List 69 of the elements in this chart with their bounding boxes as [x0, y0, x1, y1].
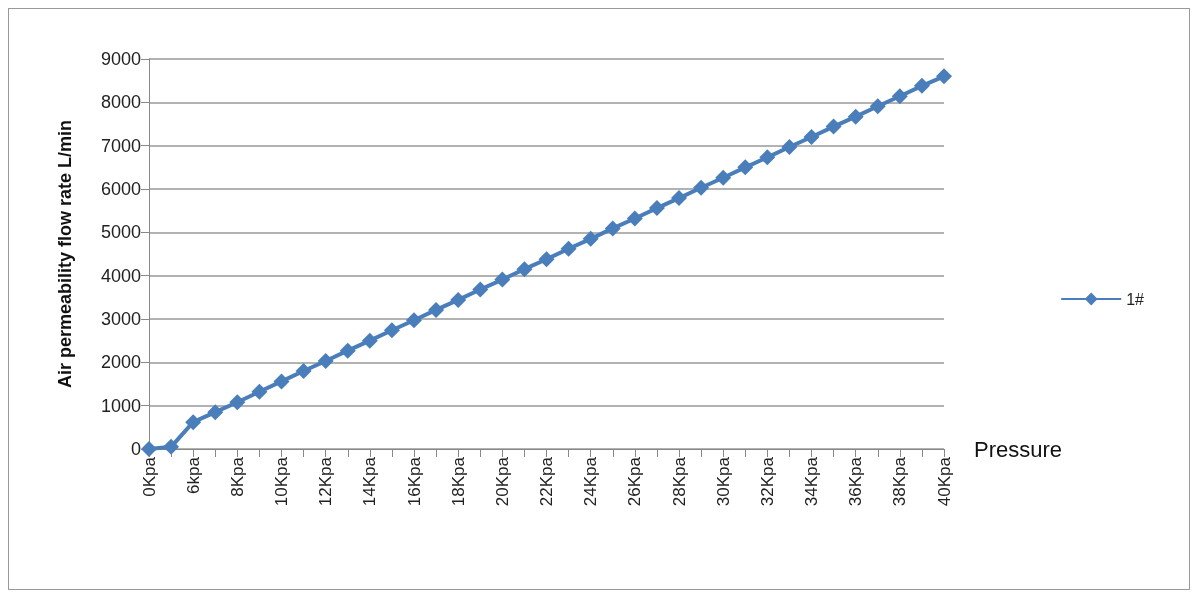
x-tick-label: 36Kpa [846, 456, 866, 507]
y-tick-label: 6000 [100, 179, 141, 199]
y-tick-label: 0 [130, 439, 141, 459]
point [604, 220, 621, 237]
point [737, 159, 754, 176]
y-tick-label: 1000 [100, 395, 141, 416]
point [648, 200, 665, 217]
x-tick-label: 32Kpa [757, 456, 777, 507]
point [185, 414, 202, 431]
x-tick-label: 14Kpa [360, 456, 380, 507]
x-tick-label: 24Kpa [581, 456, 601, 507]
point [494, 271, 511, 288]
x-axis-title: Pressure [974, 436, 1063, 462]
point [251, 383, 268, 400]
point [891, 88, 908, 105]
point [781, 138, 798, 155]
x-tick-label: 6kpa [183, 456, 203, 494]
y-tick-label: 7000 [100, 135, 141, 156]
x-tick-label: 40Kpa [934, 456, 954, 507]
point [913, 77, 930, 94]
y-tick-label: 5000 [100, 222, 141, 243]
x-tick-label: 22Kpa [537, 456, 556, 507]
x-tick-label: 30Kpa [713, 456, 733, 507]
point [163, 438, 180, 455]
y-tick-label: 4000 [100, 265, 141, 286]
x-tick-label: 38Kpa [890, 456, 910, 507]
point [361, 332, 378, 349]
point [207, 404, 224, 421]
y-tick-label: 9000 [100, 49, 141, 69]
point [339, 342, 356, 359]
point [936, 68, 952, 85]
y-tick-label: 8000 [100, 92, 141, 113]
point [229, 394, 246, 411]
point [141, 441, 157, 457]
point [295, 363, 312, 379]
y-tick-label: 2000 [100, 352, 141, 373]
legend-label: 1# [1126, 290, 1145, 308]
x-tick-label: 28Kpa [669, 456, 689, 507]
x-tick-label: 10Kpa [272, 456, 291, 507]
point [759, 149, 776, 166]
x-tick-label: 16Kpa [404, 456, 424, 507]
point [516, 261, 533, 278]
x-tick-label: 0Kpa [139, 456, 159, 497]
point [428, 301, 445, 318]
point [626, 210, 643, 227]
point [317, 353, 334, 370]
point [273, 373, 290, 390]
point [472, 281, 489, 298]
point [869, 98, 886, 115]
x-tick-label: 18Kpa [448, 456, 468, 507]
y-axis-title: Air permeability flow rate L/min [55, 119, 75, 389]
point [406, 312, 422, 329]
x-tick-label: 8Kpa [227, 456, 247, 497]
x-tick-label: 20Kpa [492, 456, 512, 507]
point [538, 251, 555, 268]
x-tick-label: 26Kpa [625, 456, 645, 507]
point [383, 322, 400, 339]
y-tick-label: 3000 [100, 309, 141, 329]
point [582, 230, 599, 247]
point [450, 291, 467, 308]
point [803, 129, 820, 145]
point [847, 108, 864, 125]
point [693, 179, 710, 196]
point [560, 240, 577, 257]
x-tick-label: 34Kpa [802, 456, 821, 507]
x-tick-label: 12Kpa [316, 456, 336, 507]
point [671, 190, 687, 207]
point [825, 118, 842, 135]
point [715, 169, 732, 186]
